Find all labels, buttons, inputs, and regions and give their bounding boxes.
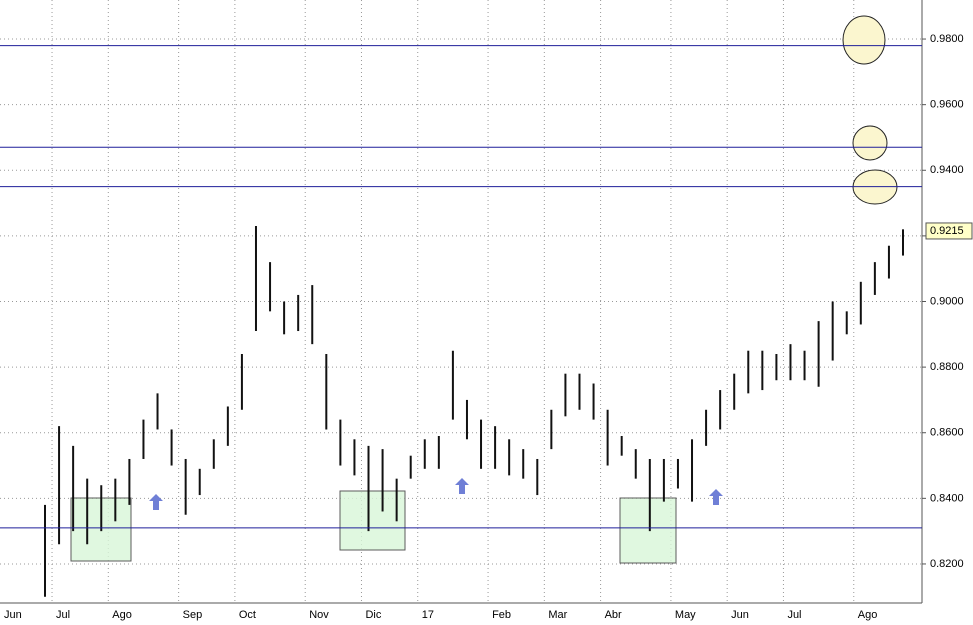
circles [842,15,898,205]
circle [842,15,886,65]
highlight-box [619,497,677,564]
x-tick-label: May [675,609,696,621]
x-tick-label: 17 [422,609,434,621]
circle [852,125,888,161]
y-tick-label: 0.9000 [930,295,964,307]
x-tick-label: Dic [365,609,381,621]
bars [44,226,904,597]
x-tick-label: Ago [858,609,878,621]
y-tick-label: 0.9600 [930,99,964,111]
x-tick-label: Feb [492,609,511,621]
y-tick-label: 0.9800 [930,33,964,45]
x-tick-label: Ago [112,609,132,621]
x-tick-label: Sep [183,609,203,621]
x-tick-label: Mar [548,609,567,621]
arrow [709,489,723,505]
x-tick-label: Jun [4,609,22,621]
x-tick-label: Oct [239,609,256,621]
x-tick-label: Jul [787,609,801,621]
last-price-box [925,222,973,240]
x-tick-label: Nov [309,609,329,621]
arrow [149,494,163,510]
x-tick-label: Abr [605,609,622,621]
arrows [149,478,723,510]
last-price-label: 0.9215 [930,225,964,237]
y-tick-label: 0.8600 [930,427,964,439]
y-tick-label: 0.8800 [930,361,964,373]
grid [0,0,922,603]
y-tick-label: 0.9400 [930,164,964,176]
highlight-box [339,490,406,551]
x-tick-label: Jun [731,609,749,621]
x-tick-label: Jul [56,609,70,621]
arrow [455,478,469,494]
y-tick-label: 0.8200 [930,558,964,570]
y-tick-label: 0.8400 [930,492,964,504]
